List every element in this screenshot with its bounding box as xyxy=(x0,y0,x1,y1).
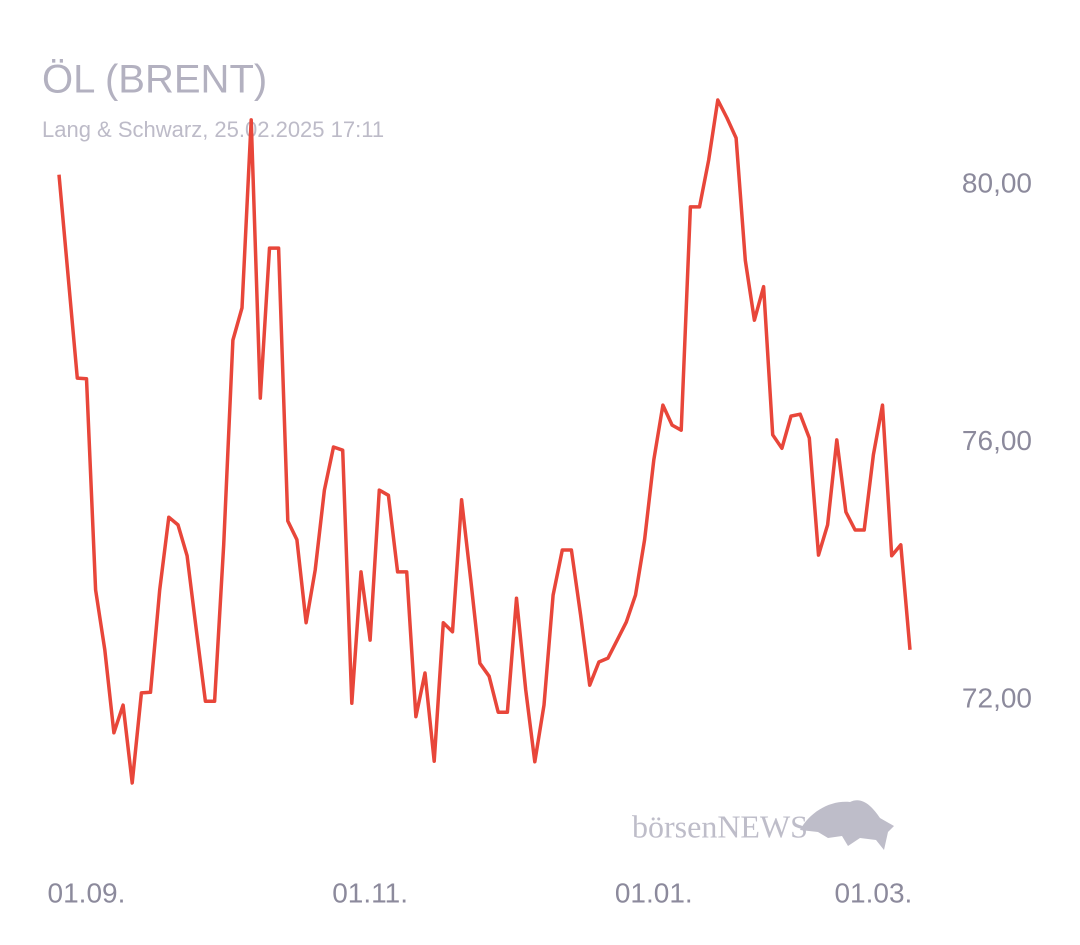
watermark-text: börsenNEWS xyxy=(632,808,808,844)
y-tick-label: 72,00 xyxy=(962,682,1032,713)
watermark-logo: börsenNEWS xyxy=(632,800,894,850)
x-tick-label: 01.03. xyxy=(834,877,912,908)
chart-title: ÖL (BRENT) xyxy=(42,58,267,102)
bull-icon xyxy=(800,800,894,850)
x-tick-label: 01.01. xyxy=(615,877,693,908)
price-line xyxy=(57,98,912,785)
y-tick-label: 80,00 xyxy=(962,167,1032,198)
x-tick-label: 01.09. xyxy=(48,877,126,908)
x-tick-label: 01.11. xyxy=(332,877,408,908)
y-tick-label: 76,00 xyxy=(962,425,1032,456)
chart-subtitle: Lang & Schwarz, 25.02.2025 17:11 xyxy=(42,117,384,142)
